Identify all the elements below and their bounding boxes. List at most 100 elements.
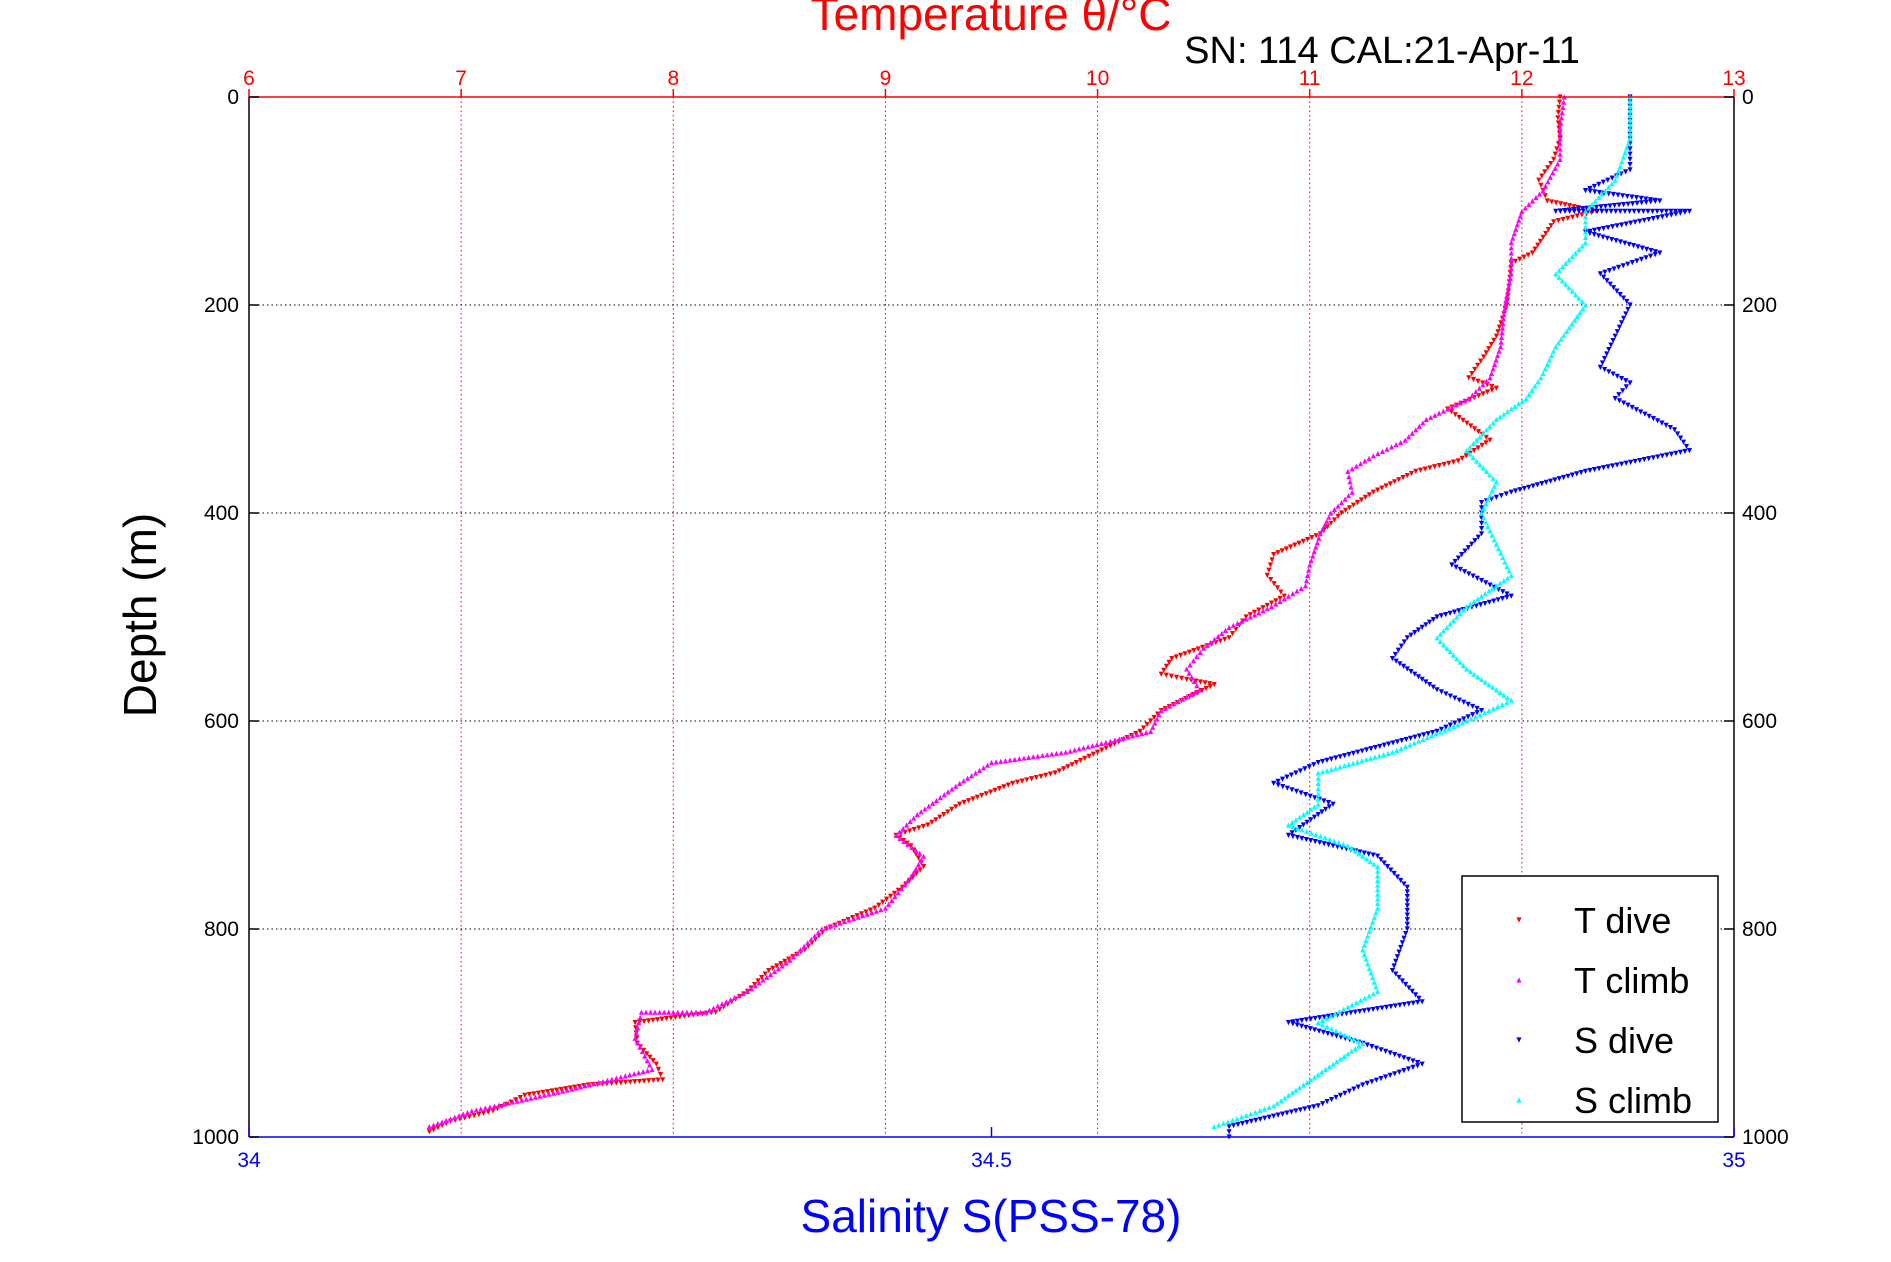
data-point — [736, 992, 742, 999]
data-point — [1596, 181, 1602, 187]
data-point — [613, 1075, 619, 1081]
data-point — [1247, 614, 1253, 620]
data-point — [1376, 753, 1382, 759]
data-point — [1294, 1022, 1300, 1028]
data-point — [1533, 194, 1539, 201]
data-point — [635, 1025, 641, 1031]
data-point — [1319, 1017, 1326, 1023]
data-point — [1502, 559, 1508, 565]
data-point — [1673, 211, 1679, 217]
data-point — [1389, 656, 1396, 662]
data-point — [1191, 678, 1197, 685]
data-point — [1489, 387, 1495, 393]
data-point — [922, 806, 928, 812]
data-point — [1229, 631, 1236, 637]
data-point — [1413, 468, 1419, 474]
data-point — [1608, 208, 1614, 214]
data-point — [1472, 426, 1478, 432]
data-point — [1283, 546, 1289, 552]
data-point — [930, 800, 936, 806]
data-point — [1485, 497, 1491, 503]
data-point — [1334, 844, 1341, 850]
data-point — [778, 961, 784, 967]
data-point — [1614, 223, 1620, 229]
data-point — [1627, 151, 1633, 157]
data-point — [1449, 404, 1455, 410]
data-point — [1659, 214, 1665, 220]
data-point — [779, 963, 785, 969]
data-point — [854, 913, 860, 919]
legend-item-s-dive: S dive — [1516, 1020, 1674, 1061]
data-point — [972, 770, 979, 776]
data-point — [1548, 223, 1554, 229]
data-point — [1596, 194, 1602, 201]
data-point — [1315, 1103, 1321, 1109]
data-point — [1379, 485, 1385, 491]
data-point — [1493, 357, 1499, 363]
data-point — [1052, 770, 1058, 776]
data-point — [1024, 777, 1030, 783]
data-point — [1012, 756, 1018, 762]
data-point — [1315, 801, 1321, 807]
data-point — [1582, 188, 1589, 194]
data-point — [640, 1047, 647, 1053]
data-point — [1047, 771, 1054, 777]
data-point — [1673, 450, 1679, 456]
data-point — [974, 794, 980, 800]
depth-tick-label: 800 — [204, 918, 239, 941]
data-point — [1248, 1111, 1254, 1117]
data-point — [1476, 385, 1483, 391]
data-point — [500, 1101, 507, 1107]
data-point — [1378, 857, 1384, 863]
data-point — [1298, 585, 1304, 591]
data-point — [1375, 905, 1381, 911]
data-point — [1582, 229, 1589, 235]
data-point — [460, 1111, 466, 1117]
data-point — [1430, 617, 1436, 623]
data-point — [1578, 470, 1584, 476]
data-point — [1219, 630, 1225, 636]
data-point — [1504, 591, 1510, 597]
data-point — [1393, 971, 1399, 977]
data-point — [1672, 427, 1678, 433]
data-point — [1546, 357, 1553, 363]
data-point — [1569, 321, 1575, 327]
data-point — [1207, 681, 1213, 687]
data-point — [1486, 599, 1493, 605]
data-point — [636, 1070, 642, 1076]
data-point — [1394, 874, 1400, 880]
data-point — [917, 850, 923, 856]
data-point — [1337, 754, 1343, 760]
data-point — [1505, 289, 1511, 295]
data-point — [1612, 396, 1618, 402]
data-point — [1420, 736, 1426, 742]
data-point — [1438, 613, 1444, 619]
data-point — [693, 1009, 699, 1015]
data-point — [1275, 1112, 1281, 1118]
data-point — [1103, 745, 1109, 751]
data-point — [1476, 393, 1482, 399]
data-point — [1659, 208, 1665, 214]
data-point — [514, 1098, 520, 1104]
data-point — [1273, 598, 1279, 604]
data-point — [984, 762, 991, 768]
data-point — [1194, 653, 1200, 660]
data-point — [1303, 1017, 1309, 1023]
data-point — [1026, 754, 1032, 760]
data-point — [1560, 104, 1566, 110]
data-point — [1501, 311, 1507, 317]
data-point — [1184, 676, 1190, 682]
data-point — [1304, 572, 1311, 578]
salinity-axis-title: Salinity S(PSS-78) — [801, 1190, 1182, 1242]
data-point — [1235, 1121, 1241, 1128]
data-point — [1562, 202, 1568, 208]
data-point — [1266, 1104, 1272, 1110]
legend-marker — [1516, 1097, 1522, 1103]
data-point — [1412, 992, 1419, 998]
data-point — [1483, 440, 1489, 446]
data-point — [1044, 752, 1050, 758]
data-point — [1342, 753, 1348, 759]
series-s-climb — [1211, 94, 1633, 1130]
data-point — [1404, 926, 1410, 932]
data-point — [1610, 224, 1616, 230]
